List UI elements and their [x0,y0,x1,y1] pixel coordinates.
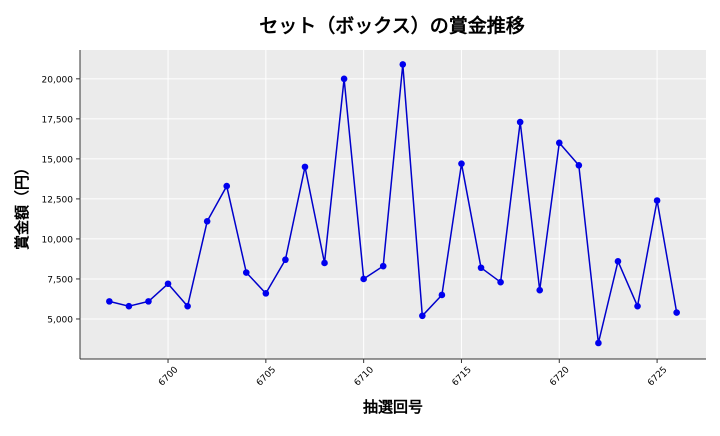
data-point [262,290,270,297]
x-tick-label: 6720 [548,365,571,388]
data-point [438,291,446,299]
data-point [653,197,661,204]
data-point [360,275,367,283]
data-point [145,298,152,305]
data-point [419,312,426,320]
series-layer [106,61,680,347]
y-tick-label: 5,000 [47,315,73,325]
data-point [575,161,583,169]
data-point [301,163,309,171]
x-axis-label: 抽選回号 [363,398,423,416]
data-point [673,309,680,316]
y-tick-label: 10,000 [42,235,74,245]
data-point [379,262,387,270]
series-line [109,63,678,344]
y-axis-label: 賞金額（円） [13,160,31,250]
chart-title: セット（ボックス）の賞金推移 [259,14,524,37]
data-point [516,118,524,126]
data-point [242,269,250,276]
y-tick-label: 7,500 [47,275,73,285]
data-point [595,339,602,347]
data-point [106,298,113,305]
data-point [164,280,172,288]
data-point [477,264,485,272]
data-point [399,61,407,68]
data-point [340,75,348,83]
data-point [223,182,231,190]
data-point [555,139,563,147]
x-tick-label: 6715 [451,365,474,388]
data-point [125,302,133,310]
data-point [458,160,465,167]
x-tick-label: 6725 [646,365,669,388]
x-tick-label: 6700 [157,365,180,388]
data-point [282,256,289,264]
data-point [203,218,211,225]
y-tick-label: 12,500 [42,195,74,205]
data-point [614,258,622,265]
data-point [497,278,504,286]
x-tick-label: 6710 [353,365,376,388]
data-point [321,259,328,267]
y-tick-label: 20,000 [42,75,74,85]
plot-area [80,50,706,359]
data-point [634,302,641,310]
data-point [184,302,191,310]
y-tick-label: 17,500 [42,115,74,125]
y-tick-label: 15,000 [42,155,74,165]
data-point [536,286,544,294]
x-tick-label: 6705 [255,365,278,388]
